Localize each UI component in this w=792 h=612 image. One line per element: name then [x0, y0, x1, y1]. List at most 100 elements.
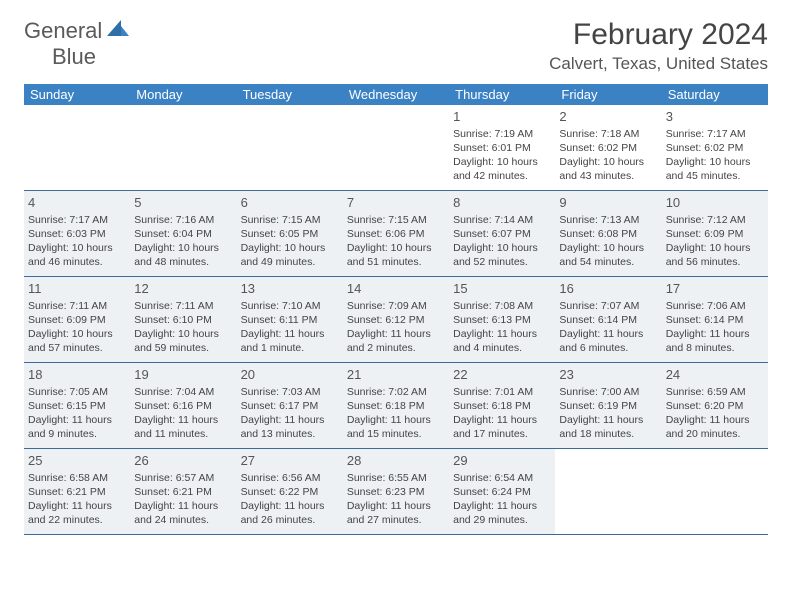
daylight-text-1: Daylight: 10 hours	[134, 327, 232, 341]
daylight-text-1: Daylight: 10 hours	[28, 241, 126, 255]
location-label: Calvert, Texas, United States	[549, 54, 768, 74]
sunset-text: Sunset: 6:21 PM	[28, 485, 126, 499]
daylight-text-1: Daylight: 11 hours	[241, 327, 339, 341]
calendar-cell: 7Sunrise: 7:15 AMSunset: 6:06 PMDaylight…	[343, 191, 449, 276]
weekday-header: Wednesday	[343, 84, 449, 105]
daylight-text-2: and 1 minute.	[241, 341, 339, 355]
sunset-text: Sunset: 6:07 PM	[453, 227, 551, 241]
day-number: 29	[453, 452, 551, 470]
calendar-cell: 13Sunrise: 7:10 AMSunset: 6:11 PMDayligh…	[237, 277, 343, 362]
sunset-text: Sunset: 6:13 PM	[453, 313, 551, 327]
month-title: February 2024	[549, 18, 768, 52]
calendar-cell: 17Sunrise: 7:06 AMSunset: 6:14 PMDayligh…	[662, 277, 768, 362]
calendar-cell: 24Sunrise: 6:59 AMSunset: 6:20 PMDayligh…	[662, 363, 768, 448]
sunset-text: Sunset: 6:24 PM	[453, 485, 551, 499]
sunrise-text: Sunrise: 7:05 AM	[28, 385, 126, 399]
sunrise-text: Sunrise: 7:17 AM	[666, 127, 764, 141]
daylight-text-2: and 45 minutes.	[666, 169, 764, 183]
daylight-text-1: Daylight: 11 hours	[241, 413, 339, 427]
daylight-text-1: Daylight: 10 hours	[559, 155, 657, 169]
daylight-text-2: and 8 minutes.	[666, 341, 764, 355]
sunset-text: Sunset: 6:06 PM	[347, 227, 445, 241]
sunrise-text: Sunrise: 7:12 AM	[666, 213, 764, 227]
daylight-text-1: Daylight: 11 hours	[666, 413, 764, 427]
daylight-text-1: Daylight: 10 hours	[134, 241, 232, 255]
day-number: 28	[347, 452, 445, 470]
sunrise-text: Sunrise: 7:10 AM	[241, 299, 339, 313]
daylight-text-2: and 27 minutes.	[347, 513, 445, 527]
day-number: 14	[347, 280, 445, 298]
calendar-cell	[343, 105, 449, 190]
sunset-text: Sunset: 6:08 PM	[559, 227, 657, 241]
sunset-text: Sunset: 6:23 PM	[347, 485, 445, 499]
weekday-header: Sunday	[24, 84, 130, 105]
sunset-text: Sunset: 6:09 PM	[666, 227, 764, 241]
daylight-text-2: and 54 minutes.	[559, 255, 657, 269]
daylight-text-1: Daylight: 11 hours	[28, 413, 126, 427]
sunrise-text: Sunrise: 7:04 AM	[134, 385, 232, 399]
sunset-text: Sunset: 6:14 PM	[666, 313, 764, 327]
calendar-cell: 6Sunrise: 7:15 AMSunset: 6:05 PMDaylight…	[237, 191, 343, 276]
calendar-header-row: Sunday Monday Tuesday Wednesday Thursday…	[24, 84, 768, 105]
day-number: 17	[666, 280, 764, 298]
sunset-text: Sunset: 6:03 PM	[28, 227, 126, 241]
sunrise-text: Sunrise: 7:08 AM	[453, 299, 551, 313]
day-number: 24	[666, 366, 764, 384]
sunrise-text: Sunrise: 6:56 AM	[241, 471, 339, 485]
calendar-cell: 27Sunrise: 6:56 AMSunset: 6:22 PMDayligh…	[237, 449, 343, 534]
weekday-header: Monday	[130, 84, 236, 105]
calendar-cell: 28Sunrise: 6:55 AMSunset: 6:23 PMDayligh…	[343, 449, 449, 534]
calendar-row: 18Sunrise: 7:05 AMSunset: 6:15 PMDayligh…	[24, 363, 768, 449]
sunset-text: Sunset: 6:22 PM	[241, 485, 339, 499]
calendar-cell: 11Sunrise: 7:11 AMSunset: 6:09 PMDayligh…	[24, 277, 130, 362]
calendar-cell: 18Sunrise: 7:05 AMSunset: 6:15 PMDayligh…	[24, 363, 130, 448]
daylight-text-1: Daylight: 10 hours	[241, 241, 339, 255]
sunrise-text: Sunrise: 6:54 AM	[453, 471, 551, 485]
calendar-cell: 22Sunrise: 7:01 AMSunset: 6:18 PMDayligh…	[449, 363, 555, 448]
daylight-text-2: and 24 minutes.	[134, 513, 232, 527]
sunrise-text: Sunrise: 7:18 AM	[559, 127, 657, 141]
calendar-cell: 14Sunrise: 7:09 AMSunset: 6:12 PMDayligh…	[343, 277, 449, 362]
sunrise-text: Sunrise: 7:11 AM	[134, 299, 232, 313]
day-number: 15	[453, 280, 551, 298]
weekday-header: Friday	[555, 84, 661, 105]
day-number: 2	[559, 108, 657, 126]
daylight-text-1: Daylight: 10 hours	[347, 241, 445, 255]
sunrise-text: Sunrise: 7:07 AM	[559, 299, 657, 313]
logo: General Blue	[24, 18, 129, 70]
sunrise-text: Sunrise: 7:19 AM	[453, 127, 551, 141]
sunrise-text: Sunrise: 7:17 AM	[28, 213, 126, 227]
sunrise-text: Sunrise: 7:02 AM	[347, 385, 445, 399]
daylight-text-2: and 13 minutes.	[241, 427, 339, 441]
sunrise-text: Sunrise: 6:57 AM	[134, 471, 232, 485]
sunset-text: Sunset: 6:02 PM	[666, 141, 764, 155]
calendar-row: 25Sunrise: 6:58 AMSunset: 6:21 PMDayligh…	[24, 449, 768, 535]
logo-word-blue: Blue	[52, 44, 96, 69]
sunset-text: Sunset: 6:12 PM	[347, 313, 445, 327]
calendar-cell: 29Sunrise: 6:54 AMSunset: 6:24 PMDayligh…	[449, 449, 555, 534]
calendar-cell: 26Sunrise: 6:57 AMSunset: 6:21 PMDayligh…	[130, 449, 236, 534]
daylight-text-2: and 18 minutes.	[559, 427, 657, 441]
sunrise-text: Sunrise: 6:59 AM	[666, 385, 764, 399]
calendar-cell	[130, 105, 236, 190]
weekday-header: Saturday	[662, 84, 768, 105]
calendar-cell: 5Sunrise: 7:16 AMSunset: 6:04 PMDaylight…	[130, 191, 236, 276]
day-number: 6	[241, 194, 339, 212]
daylight-text-2: and 49 minutes.	[241, 255, 339, 269]
daylight-text-2: and 43 minutes.	[559, 169, 657, 183]
daylight-text-1: Daylight: 11 hours	[559, 413, 657, 427]
daylight-text-2: and 17 minutes.	[453, 427, 551, 441]
daylight-text-1: Daylight: 11 hours	[559, 327, 657, 341]
calendar-cell: 25Sunrise: 6:58 AMSunset: 6:21 PMDayligh…	[24, 449, 130, 534]
sunset-text: Sunset: 6:19 PM	[559, 399, 657, 413]
day-number: 7	[347, 194, 445, 212]
day-number: 27	[241, 452, 339, 470]
daylight-text-1: Daylight: 10 hours	[666, 155, 764, 169]
calendar-cell: 21Sunrise: 7:02 AMSunset: 6:18 PMDayligh…	[343, 363, 449, 448]
calendar-cell: 8Sunrise: 7:14 AMSunset: 6:07 PMDaylight…	[449, 191, 555, 276]
sunset-text: Sunset: 6:01 PM	[453, 141, 551, 155]
daylight-text-1: Daylight: 10 hours	[453, 155, 551, 169]
day-number: 10	[666, 194, 764, 212]
daylight-text-2: and 29 minutes.	[453, 513, 551, 527]
day-number: 5	[134, 194, 232, 212]
